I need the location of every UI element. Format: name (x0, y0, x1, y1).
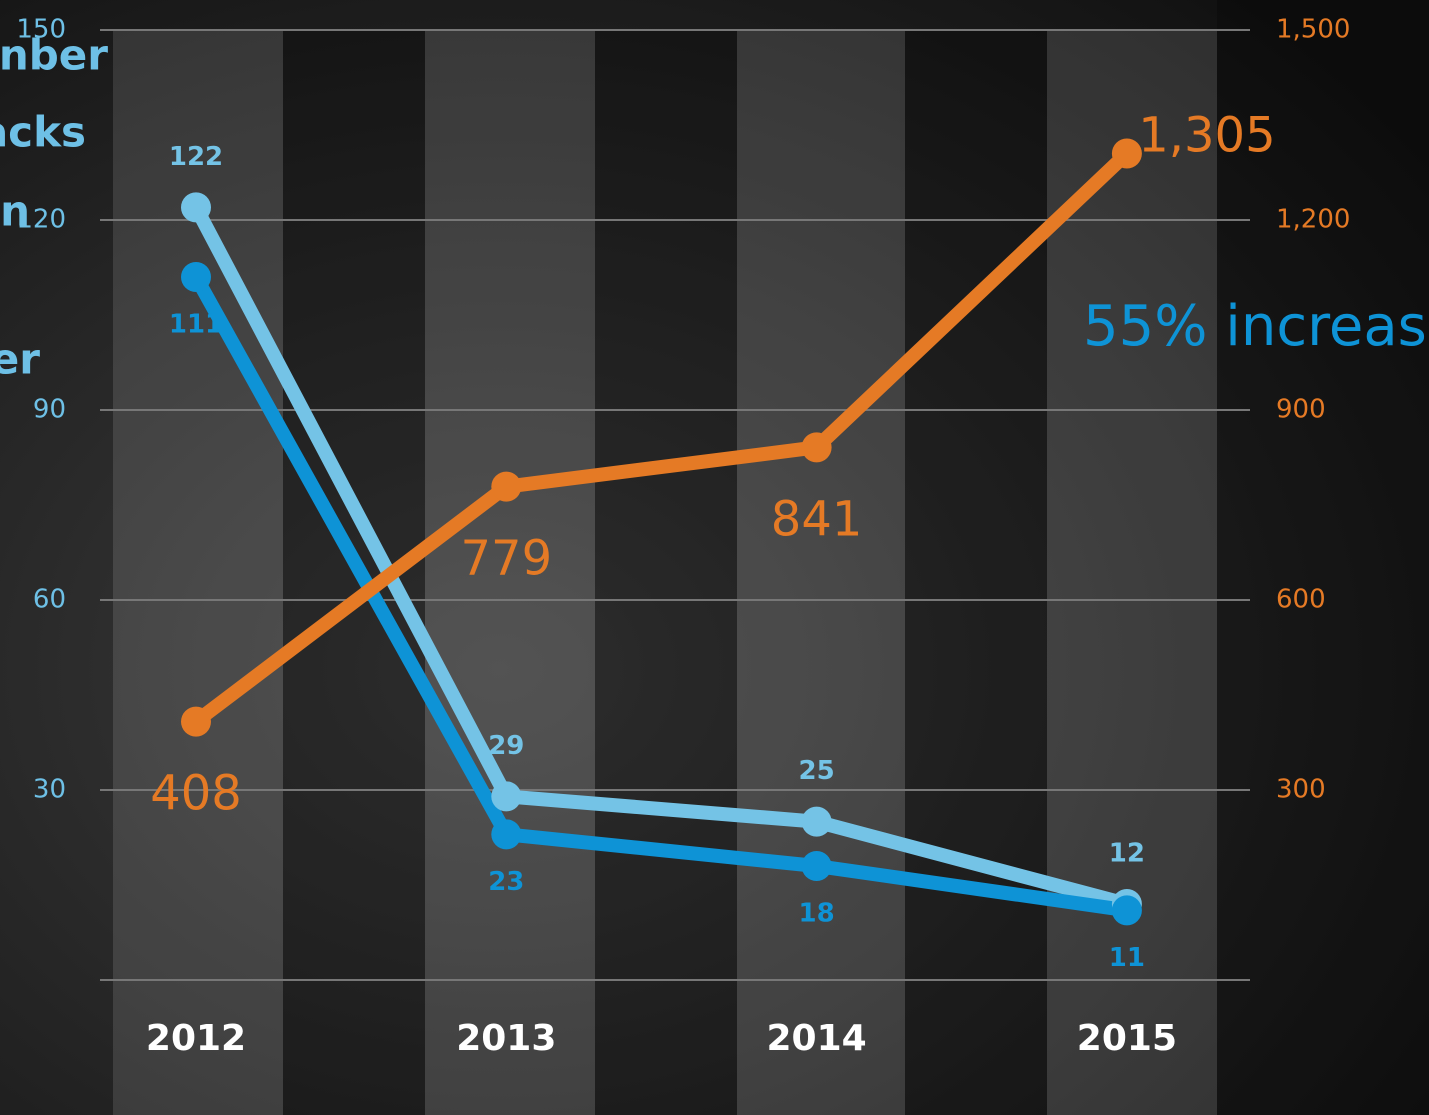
data-label: 12 (1109, 839, 1145, 869)
annotation: 55% increas (1083, 294, 1427, 359)
annotation: acks (0, 108, 86, 157)
point (491, 781, 521, 811)
data-label: 18 (799, 899, 835, 929)
data-label: 1,305 (1138, 108, 1275, 164)
data-label: 11 (1109, 943, 1145, 973)
point (802, 851, 832, 881)
data-label: 111 (169, 310, 223, 340)
y-tick-label: 90 (33, 395, 66, 425)
y2-tick-label: 1,200 (1276, 205, 1350, 235)
point (802, 432, 832, 462)
annotation: er (0, 335, 40, 384)
y2-tick-label: 300 (1276, 775, 1326, 805)
data-label: 779 (460, 531, 552, 587)
chart: nber acks n er 55% increas 3060901201503… (0, 0, 1429, 1115)
data-label: 25 (799, 756, 835, 786)
point (491, 819, 521, 849)
y2-tick-label: 900 (1276, 395, 1326, 425)
y2-tick-label: 1,500 (1276, 15, 1350, 45)
point (1112, 895, 1142, 925)
point (181, 262, 211, 292)
y-tick-label: 120 (16, 205, 66, 235)
x-tick-label: 2013 (456, 1018, 556, 1059)
y2-tick-label: 600 (1276, 585, 1326, 615)
x-tick-label: 2014 (766, 1018, 866, 1059)
y-tick-label: 60 (33, 585, 66, 615)
data-label: 122 (169, 142, 223, 172)
y-tick-label: 150 (16, 15, 66, 45)
point (491, 472, 521, 502)
x-tick-label: 2012 (146, 1018, 246, 1059)
point (181, 192, 211, 222)
y-tick-label: 30 (33, 775, 66, 805)
x-tick-label: 2015 (1077, 1018, 1177, 1059)
data-label: 29 (488, 731, 524, 761)
data-label: 23 (488, 867, 524, 897)
data-label: 841 (771, 491, 863, 547)
data-label: 408 (150, 766, 242, 822)
point (181, 707, 211, 737)
point (802, 807, 832, 837)
